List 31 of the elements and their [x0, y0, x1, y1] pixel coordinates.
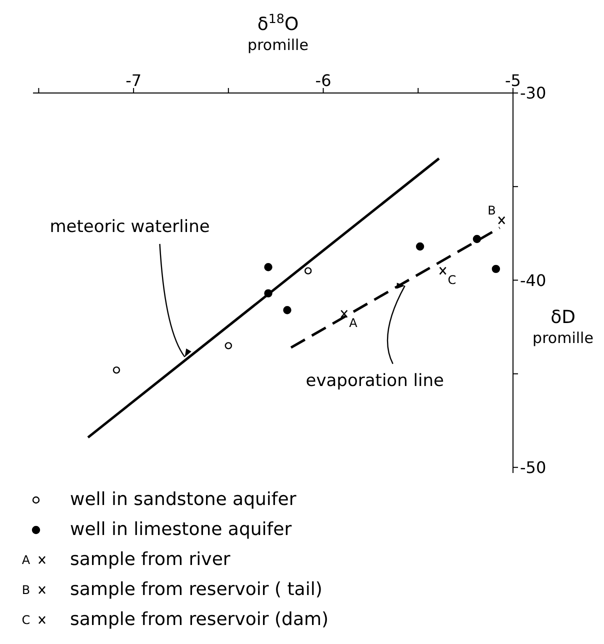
y-tick-label: -50: [520, 458, 546, 478]
x-tick-label: -7: [126, 71, 142, 90]
text: B: [22, 583, 30, 597]
point: [439, 266, 446, 275]
annotation: A: [349, 316, 358, 330]
annotation: C: [448, 272, 456, 287]
point: [498, 216, 506, 224]
y-tick-label: -30: [520, 84, 546, 103]
text: A: [22, 553, 30, 567]
annotation: meteoric waterline: [50, 216, 210, 237]
point: [283, 306, 292, 314]
text: C: [22, 613, 30, 627]
point: [416, 242, 424, 251]
x-tick-label: -6: [315, 71, 332, 90]
point: [264, 262, 272, 272]
annotation: B: [488, 203, 496, 218]
point: [304, 267, 312, 274]
point: [340, 310, 348, 318]
legend-label: sample from river: [70, 548, 230, 570]
legend-label: well in limestone aquifer: [70, 518, 292, 540]
legend-label: well in sandstone aquifer: [70, 488, 296, 510]
y-axis-title: δD promille: [532, 307, 594, 347]
legend-label: sample from reservoir (dam): [70, 608, 329, 630]
x-tick-label: -5: [505, 71, 521, 90]
y-tick-label: -40: [520, 270, 546, 290]
point: [224, 342, 232, 350]
point: [492, 264, 500, 274]
x-axis-title: δ$^{18}$O promille: [248, 10, 308, 54]
point: [112, 366, 120, 374]
legend-label: sample from reservoir ( tail): [70, 578, 322, 600]
annotation: evaporation line: [306, 370, 444, 391]
